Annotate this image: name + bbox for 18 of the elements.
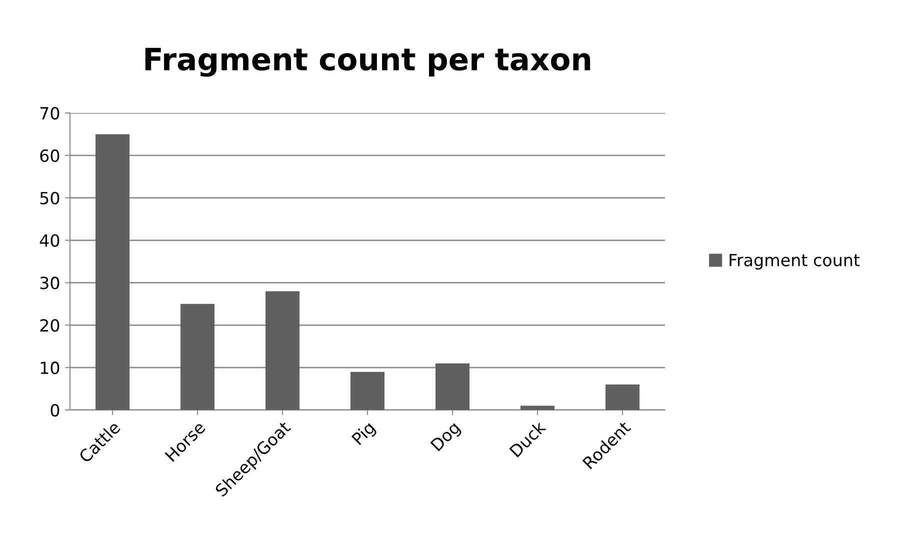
y-tick-label: 30	[40, 276, 60, 290]
y-tick-label: 0	[50, 404, 60, 417]
bar	[520, 406, 554, 410]
y-tick-label: 50	[40, 192, 60, 204]
legend-label: Fragment count	[730, 254, 860, 270]
x-tick-label: Pig	[351, 420, 378, 448]
y-tick-label: 10	[40, 362, 60, 374]
bar	[436, 363, 470, 410]
y-tick-label: 70	[40, 106, 60, 120]
bar	[350, 372, 384, 410]
bar	[96, 134, 130, 410]
bar	[180, 304, 214, 410]
y-tick-label: 40	[40, 234, 60, 247]
bar	[606, 384, 640, 410]
y-tick-label: 60	[40, 149, 60, 162]
y-tick-label: 20	[40, 319, 60, 332]
chart-title: Fragment count per taxon	[145, 48, 590, 77]
bar	[266, 291, 300, 410]
